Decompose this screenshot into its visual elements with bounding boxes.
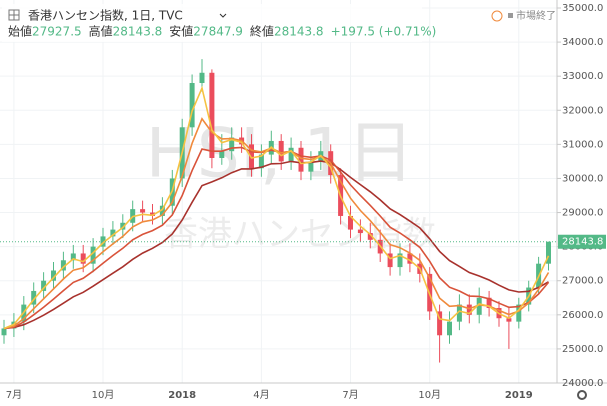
ohlc-text: 高値 <box>89 24 113 39</box>
candle-body <box>466 304 472 315</box>
y-tick-label: 30000.0 <box>562 173 603 184</box>
candle-body <box>120 222 126 230</box>
y-tick-label: 24000.0 <box>562 378 603 389</box>
last-price-box <box>558 234 606 249</box>
candle-body <box>298 147 304 172</box>
candle-body <box>367 233 373 240</box>
candle-body <box>249 144 254 169</box>
candle-body <box>60 260 66 271</box>
ohlc-text: 始値 <box>8 24 32 39</box>
candle-body <box>1 328 7 336</box>
candle-body <box>506 318 512 322</box>
candle-body <box>407 253 413 264</box>
candle-body <box>516 304 522 322</box>
candle-body <box>486 297 492 308</box>
dropdown-icon[interactable] <box>219 13 227 18</box>
symbol-title[interactable]: 香港ハンセン指数, 1日, TVC <box>28 8 183 23</box>
candle-body <box>308 161 314 172</box>
ohlc-text: 安値 <box>169 24 193 39</box>
candle-body <box>150 212 155 216</box>
candle-body <box>199 72 205 83</box>
candle-body <box>209 72 215 158</box>
candle-body <box>288 147 294 162</box>
ohlc-text: +197.5 (+0.71%) <box>331 25 437 39</box>
candle-body <box>447 321 452 336</box>
candle-body <box>31 290 37 305</box>
x-tick-label: 7月 <box>6 389 22 401</box>
x-tick-label: 2019 <box>505 390 533 401</box>
candle-body <box>229 137 235 152</box>
y-tick-label: 33000.0 <box>562 71 603 82</box>
plot <box>0 59 557 363</box>
legend-bg <box>2 4 422 42</box>
candle-body <box>110 229 116 237</box>
candle-body <box>80 253 86 264</box>
ohlc-text: 28143.8 <box>274 25 324 39</box>
x-tick-label: 4月 <box>253 389 269 401</box>
ohlc-text: 27847.9 <box>193 25 243 39</box>
candle-body <box>278 140 284 162</box>
candle-body <box>397 253 403 268</box>
ribbon-line <box>3 85 550 330</box>
last-price-label: 28143.8 <box>562 237 603 248</box>
market-status: 市場終了 <box>516 9 556 22</box>
y-tick-label: 29000.0 <box>562 208 603 219</box>
x-tick-label: 10月 <box>92 389 115 401</box>
ohlc-text: 27927.5 <box>32 25 82 39</box>
candle-body <box>219 151 225 158</box>
y-tick-label: 35000.0 <box>562 3 603 14</box>
y-tick-label: 32000.0 <box>562 105 603 116</box>
candle-body <box>159 205 165 216</box>
y-tick-label: 34000.0 <box>562 37 603 48</box>
ohlc-text: 28143.8 <box>113 25 163 39</box>
candle-body <box>546 241 551 264</box>
status-icon <box>491 10 503 22</box>
ohlc-legend: 始値 27927.5 高値 28143.8 安値 27847.9 終値 28143.8 +197… <box>8 24 436 39</box>
candle-body <box>357 229 363 233</box>
candle-body <box>476 297 482 315</box>
y-tick-label: 27000.0 <box>562 276 603 287</box>
settings-icon[interactable] <box>577 390 587 400</box>
candle-body <box>41 280 47 291</box>
ribbon-line <box>3 160 549 330</box>
y-tick-label: 31000.0 <box>562 139 603 150</box>
candle-body <box>70 253 76 261</box>
y-tick-label: 25000.0 <box>562 344 603 355</box>
candle-body <box>348 215 353 230</box>
ohlc-text: 終値 <box>250 24 274 39</box>
y-tick-label: 26000.0 <box>562 310 603 321</box>
candle-body <box>387 253 393 268</box>
candle-body <box>90 246 96 264</box>
candle-body <box>437 311 443 336</box>
candle-body <box>140 209 146 213</box>
candle-body <box>51 270 56 281</box>
axes: 24000.025000.026000.027000.028000.029000… <box>6 3 606 401</box>
x-tick-label: 2018 <box>168 390 196 401</box>
status-dot <box>508 13 513 18</box>
x-tick-label: 10月 <box>418 389 441 401</box>
candle-body <box>456 304 462 322</box>
candle-body <box>189 83 195 128</box>
x-tick-label: 7月 <box>342 389 358 401</box>
candle-body <box>258 154 264 169</box>
watermark-sub: 香港ハンセン指数 <box>164 215 436 255</box>
